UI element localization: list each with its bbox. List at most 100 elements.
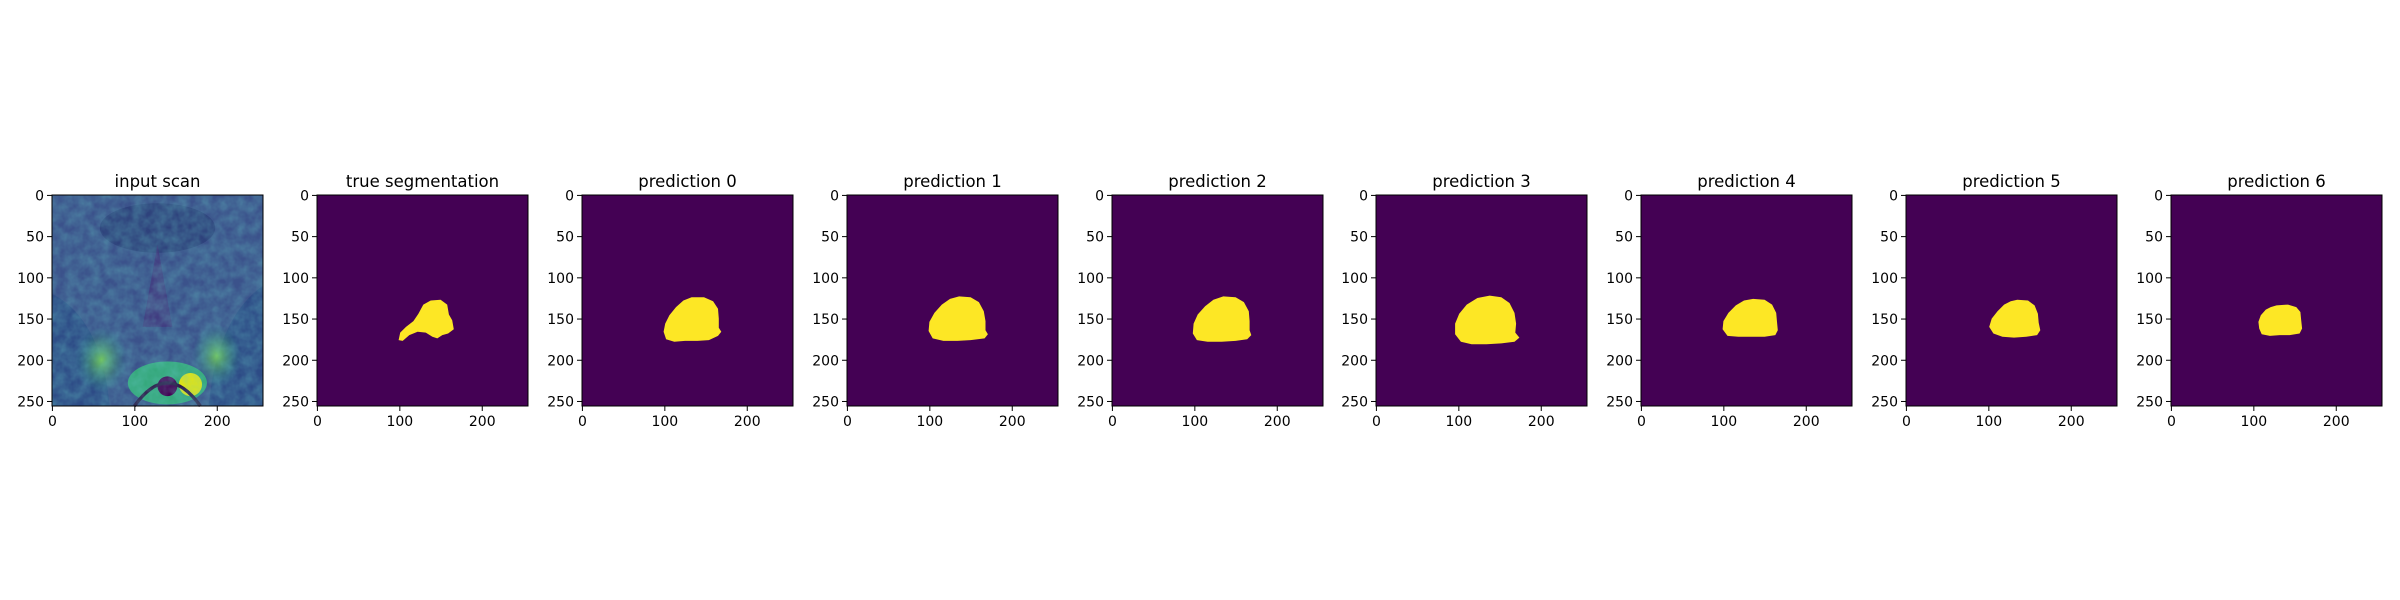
y-tick-label: 0 <box>2154 188 2163 204</box>
panel-title: true segmentation <box>346 172 499 191</box>
x-tick-label: 200 <box>2323 414 2350 430</box>
y-tick-label: 100 <box>812 271 839 287</box>
y-tick-label: 200 <box>812 353 839 369</box>
y-tick-label: 250 <box>812 394 839 410</box>
axes-frame <box>1111 194 1324 407</box>
y-tick-label: 200 <box>1341 353 1368 369</box>
segmentation-mask <box>1192 296 1252 342</box>
y-tick-label: 0 <box>1095 188 1104 204</box>
y-tick-label: 50 <box>821 230 839 246</box>
mask-background <box>2171 195 2382 406</box>
panel-4: prediction 2 0 100 200 0 50 100 150 200 250 <box>1077 172 1324 430</box>
y-tick-label: 100 <box>547 271 574 287</box>
panel-7: prediction 5 0 100 200 0 50 100 150 200 250 <box>1871 172 2118 430</box>
y-tick-label: 50 <box>556 230 574 246</box>
panel-8: prediction 6 0 100 200 0 50 100 150 200 250 <box>2136 172 2383 430</box>
y-tick-label: 150 <box>2136 312 2163 328</box>
segmentation-mask <box>398 299 454 341</box>
x-tick-label: 0 <box>1372 414 1381 430</box>
y-tick-label: 100 <box>282 271 309 287</box>
y-tick-label: 100 <box>2136 271 2163 287</box>
x-tick-label: 100 <box>1181 414 1208 430</box>
y-tick-label: 100 <box>1341 271 1368 287</box>
y-tick-label: 50 <box>1615 230 1633 246</box>
y-tick-label: 50 <box>291 230 309 246</box>
panel-2: prediction 0 0 100 200 0 50 100 150 200 250 <box>547 172 794 430</box>
y-tick-label: 150 <box>1341 312 1368 328</box>
panel-title: prediction 2 <box>1168 172 1267 191</box>
y-tick-label: 0 <box>565 188 574 204</box>
x-tick-label: 0 <box>2167 414 2176 430</box>
segmentation-mask <box>663 297 722 342</box>
y-tick-label: 200 <box>17 353 44 369</box>
x-tick-label: 100 <box>916 414 943 430</box>
y-tick-label: 250 <box>17 394 44 410</box>
y-tick-label: 200 <box>547 353 574 369</box>
x-tick-label: 0 <box>578 414 587 430</box>
panel-3: prediction 1 0 100 200 0 50 100 150 200 250 <box>812 172 1059 430</box>
y-tick-label: 250 <box>1606 394 1633 410</box>
y-tick-label: 50 <box>1086 230 1104 246</box>
y-tick-label: 100 <box>17 271 44 287</box>
x-tick-label: 100 <box>386 414 413 430</box>
mask-background <box>1906 195 2117 406</box>
x-tick-label: 100 <box>651 414 678 430</box>
y-tick-label: 250 <box>1341 394 1368 410</box>
panel-title: prediction 4 <box>1697 172 1796 191</box>
y-tick-label: 0 <box>35 188 44 204</box>
y-tick-label: 250 <box>282 394 309 410</box>
y-tick-label: 0 <box>1624 188 1633 204</box>
x-tick-label: 100 <box>2240 414 2267 430</box>
y-tick-label: 150 <box>812 312 839 328</box>
panel-6: prediction 4 0 100 200 0 50 100 150 200 250 <box>1606 172 1853 430</box>
x-tick-label: 100 <box>1445 414 1472 430</box>
y-tick-label: 250 <box>547 394 574 410</box>
y-tick-label: 150 <box>547 312 574 328</box>
axes-frame <box>1905 194 2118 407</box>
y-tick-label: 0 <box>830 188 839 204</box>
y-tick-label: 50 <box>26 230 44 246</box>
panel-0: input scan 0 100 200 0 50 100 150 200 250 <box>17 172 264 430</box>
x-tick-label: 100 <box>121 414 148 430</box>
x-tick-label: 200 <box>999 414 1026 430</box>
panel-title: input scan <box>115 172 201 191</box>
y-tick-label: 0 <box>1889 188 1898 204</box>
y-tick-label: 150 <box>1606 312 1633 328</box>
x-tick-label: 200 <box>1793 414 1820 430</box>
y-tick-label: 250 <box>2136 394 2163 410</box>
panel-5: prediction 3 0 100 200 0 50 100 150 200 250 <box>1341 172 1588 430</box>
y-tick-label: 200 <box>1871 353 1898 369</box>
y-tick-label: 100 <box>1871 271 1898 287</box>
y-tick-label: 50 <box>2145 230 2163 246</box>
x-tick-label: 200 <box>1264 414 1291 430</box>
y-tick-label: 0 <box>300 188 309 204</box>
panel-title: prediction 5 <box>1962 172 2061 191</box>
panel-title: prediction 1 <box>903 172 1002 191</box>
x-tick-label: 200 <box>2058 414 2085 430</box>
y-tick-label: 100 <box>1077 271 1104 287</box>
panel-title: prediction 6 <box>2227 172 2326 191</box>
x-tick-label: 0 <box>1108 414 1117 430</box>
y-tick-label: 100 <box>1606 271 1633 287</box>
y-tick-label: 200 <box>1077 353 1104 369</box>
x-tick-label: 0 <box>1637 414 1646 430</box>
axes-frame <box>51 194 264 407</box>
panel-title: prediction 0 <box>638 172 737 191</box>
x-tick-label: 0 <box>1902 414 1911 430</box>
x-tick-label: 0 <box>843 414 852 430</box>
axes-frame <box>581 194 794 407</box>
x-tick-label: 200 <box>1528 414 1555 430</box>
y-tick-label: 150 <box>17 312 44 328</box>
x-tick-label: 200 <box>734 414 761 430</box>
mask-background <box>317 195 528 406</box>
panel-1: true segmentation 0 100 200 0 50 100 150 200 250 <box>282 172 529 430</box>
y-tick-label: 150 <box>1077 312 1104 328</box>
y-tick-label: 150 <box>1871 312 1898 328</box>
x-tick-label: 100 <box>1710 414 1737 430</box>
axes-frame <box>316 194 529 407</box>
segmentation-mask <box>1989 299 2041 338</box>
panel-title: prediction 3 <box>1432 172 1531 191</box>
axes-frame <box>846 194 1059 407</box>
axes-frame <box>1375 194 1588 407</box>
